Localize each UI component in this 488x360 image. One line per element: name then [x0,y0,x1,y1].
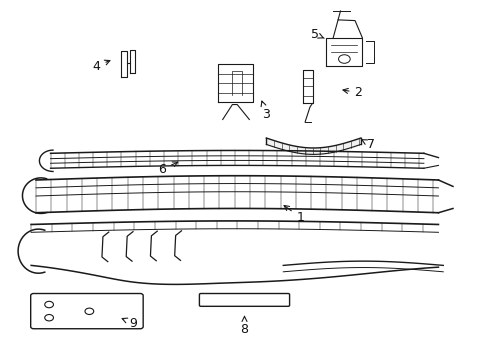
Text: 3: 3 [261,101,270,121]
Text: 5: 5 [310,28,324,41]
Text: 8: 8 [240,316,248,336]
Text: 4: 4 [93,60,110,73]
Text: 9: 9 [122,316,137,329]
Text: 1: 1 [284,206,304,224]
Text: 6: 6 [158,162,178,176]
Text: 2: 2 [342,86,362,99]
Text: 7: 7 [361,138,374,151]
